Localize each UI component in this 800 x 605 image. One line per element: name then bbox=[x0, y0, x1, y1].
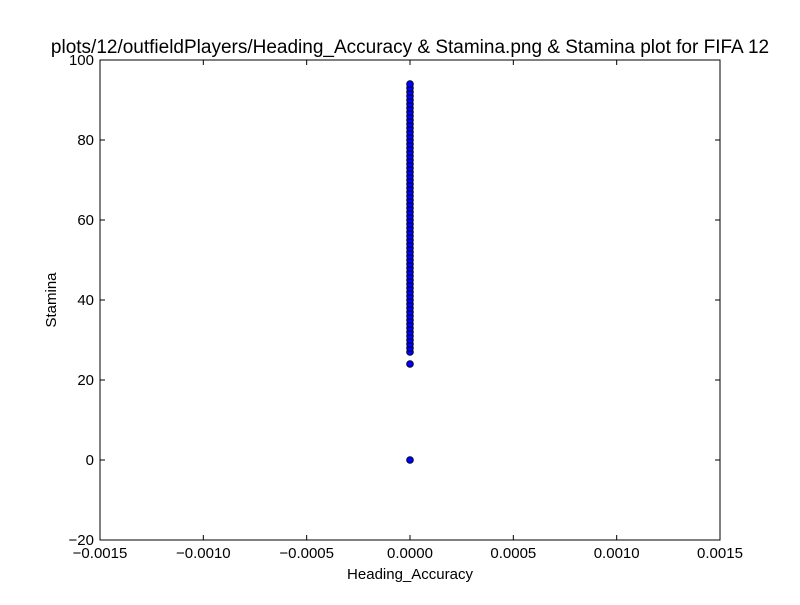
data-point bbox=[406, 80, 414, 88]
x-tick-label: 0.0000 bbox=[387, 545, 433, 562]
y-axis-label: Stamina bbox=[43, 272, 60, 328]
x-axis-label: Heading_Accuracy bbox=[347, 566, 473, 583]
data-point bbox=[406, 360, 414, 368]
ticks-layer: −0.0015 −0.0010 −0.0005 0.0000 0.0005 0.0010 0… bbox=[69, 52, 743, 562]
y-tick-label: 80 bbox=[77, 132, 94, 149]
y-tick-label: 20 bbox=[77, 372, 94, 389]
y-tick-label: 40 bbox=[77, 292, 94, 309]
x-tick-label: 0.0015 bbox=[697, 545, 743, 562]
x-tick-label: −0.0015 bbox=[73, 545, 128, 562]
x-tick-label: −0.0005 bbox=[279, 545, 334, 562]
data-point bbox=[406, 456, 414, 464]
points-layer bbox=[406, 80, 414, 464]
y-tick-label: −20 bbox=[69, 532, 94, 549]
y-tick-label: 0 bbox=[86, 452, 94, 469]
x-tick-label: −0.0010 bbox=[176, 545, 231, 562]
x-tick-label: 0.0010 bbox=[594, 545, 640, 562]
x-tick-label: 0.0005 bbox=[490, 545, 536, 562]
y-tick-label: 60 bbox=[77, 212, 94, 229]
y-tick-label: 100 bbox=[69, 52, 94, 69]
chart-title: plots/12/outfieldPlayers/Heading_Accurac… bbox=[51, 37, 769, 58]
